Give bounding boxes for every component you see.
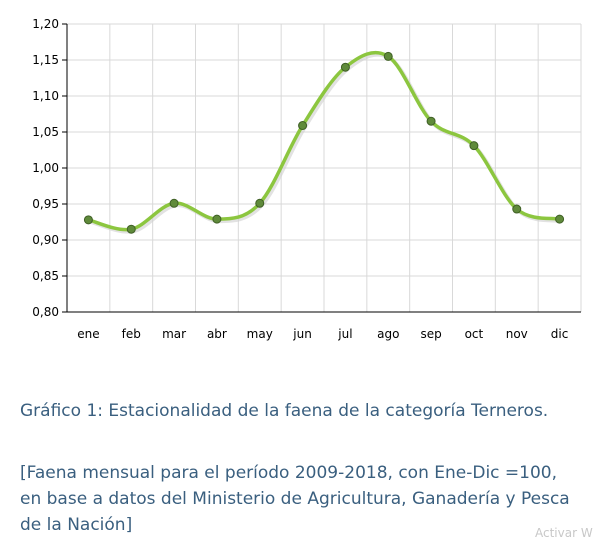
x-axis-tick-labels: ene feb mar abr may jun jul ago sep oct nov dic	[77, 327, 568, 341]
x-tick-label: sep	[420, 327, 441, 341]
y-tick-label: 1,15	[32, 53, 59, 67]
chart-caption-title: Gráfico 1: Estacionalidad de la faena de…	[20, 401, 549, 421]
y-tick-label: 0,95	[32, 197, 59, 211]
y-tick-label: 1,05	[32, 125, 59, 139]
y-tick-label: 0,85	[32, 269, 59, 283]
data-point-marker	[383, 51, 393, 61]
data-point-marker	[512, 204, 522, 214]
activation-watermark: Activar W	[535, 526, 593, 540]
data-point-marker	[298, 121, 308, 131]
x-tick-label: mar	[162, 327, 186, 341]
y-tick-label: 1,20	[32, 17, 59, 31]
x-tick-label: jul	[337, 327, 352, 341]
chart-gridlines	[67, 23, 582, 312]
x-tick-label: abr	[207, 327, 227, 341]
data-point-marker	[255, 198, 265, 208]
x-tick-label: ene	[77, 327, 99, 341]
x-tick-label: nov	[506, 327, 528, 341]
x-tick-label: jun	[292, 327, 312, 341]
y-tick-label: 1,00	[32, 161, 59, 175]
data-point-marker	[126, 224, 136, 234]
data-point-marker	[340, 62, 350, 72]
y-tick-label: 1,10	[32, 89, 59, 103]
series-markers	[83, 51, 565, 234]
data-point-marker	[555, 214, 565, 224]
data-point-marker	[83, 215, 93, 225]
y-axis-tick-labels: 0,80 0,85 0,90 0,95 1,00 1,05 1,10 1,15 1,20	[32, 17, 59, 319]
series-line	[86, 50, 563, 234]
y-tick-label: 0,90	[32, 233, 59, 247]
chart-caption-subtitle: [Faena mensual para el período 2009-2018…	[20, 463, 570, 535]
y-tick-label: 0,80	[32, 305, 59, 319]
x-tick-label: oct	[465, 327, 484, 341]
data-point-marker	[469, 141, 479, 151]
series-line-shadow	[89, 52, 563, 234]
seasonality-line-chart: 0,80 0,85 0,90 0,95 1,00 1,05 1,10 1,15 1,20 ene…	[32, 17, 582, 341]
data-point-marker	[426, 116, 436, 126]
data-point-marker	[169, 198, 179, 208]
x-tick-label: ago	[377, 327, 399, 341]
x-tick-label: may	[247, 327, 273, 341]
data-point-marker	[212, 214, 222, 224]
x-tick-label: dic	[551, 327, 569, 341]
x-tick-label: feb	[122, 327, 141, 341]
chart-axes	[62, 23, 581, 313]
